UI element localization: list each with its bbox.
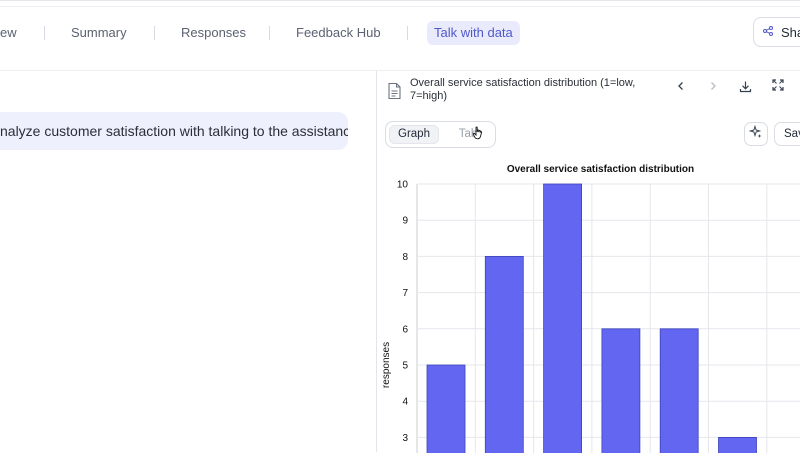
chat-panel: nalyze customer satisfaction with talkin… (0, 70, 376, 452)
tab-separator (269, 26, 270, 40)
download-icon[interactable] (736, 77, 754, 95)
y-tick-label: 4 (402, 397, 408, 408)
document-icon (386, 82, 403, 100)
chart-title: Overall service satisfaction distributio… (506, 164, 695, 175)
share-button[interactable]: Sha (753, 17, 800, 47)
tab-summary[interactable]: Summary (71, 25, 127, 40)
bar-1[interactable] (426, 364, 466, 453)
graph-toggle-button[interactable]: Graph (389, 125, 439, 144)
user-message-bubble: nalyze customer satisfaction with talkin… (0, 112, 348, 150)
chevron-left-icon[interactable] (672, 77, 690, 95)
bar-2[interactable] (484, 256, 524, 453)
chevron-right-icon[interactable] (704, 77, 722, 95)
table-toggle-button[interactable]: Tab (458, 128, 478, 140)
chart-grid (416, 184, 768, 453)
y-axis-label: responses (381, 342, 392, 388)
y-tick-label: 6 (402, 324, 408, 335)
y-tick-label: 9 (402, 216, 408, 227)
top-divider (0, 6, 800, 7)
y-tick-label: 5 (402, 361, 408, 372)
ai-assist-button[interactable] (744, 122, 768, 146)
tab-responses[interactable]: Responses (181, 25, 247, 40)
bar-3[interactable] (543, 183, 583, 453)
share-icon (763, 23, 773, 41)
tab-separator (407, 26, 408, 40)
y-tick-label: 10 (397, 180, 409, 191)
share-label: Sha (781, 24, 800, 40)
bar-5[interactable] (659, 328, 699, 453)
bar-chart: 3 4 5 6 7 8 9 10 responses (381, 180, 800, 453)
save-button[interactable]: Sav (774, 122, 800, 146)
view-toggle: Graph Tab (385, 121, 496, 148)
bar-6[interactable] (718, 436, 757, 453)
chart-panel: Overall service satisfaction distributio… (376, 70, 800, 453)
bar-4[interactable] (601, 328, 641, 453)
tab-feedback-hub[interactable]: Feedback Hub (296, 25, 381, 40)
sparkle-icon (748, 124, 763, 144)
y-tick-label: 7 (402, 288, 408, 299)
tab-separator (44, 26, 45, 40)
hand-cursor-icon (472, 126, 484, 145)
tab-overview[interactable]: ew (0, 25, 17, 40)
y-tick-label: 3 (402, 433, 408, 444)
top-bar: ew Summary Responses Feedback Hub Talk w… (0, 0, 800, 70)
y-tick-label: 8 (402, 252, 408, 263)
expand-icon[interactable] (769, 76, 787, 94)
tab-separator (154, 26, 155, 40)
tab-talk-with-data[interactable]: Talk with data (427, 21, 520, 45)
chart-panel-title: Overall service satisfaction distributio… (410, 77, 636, 102)
